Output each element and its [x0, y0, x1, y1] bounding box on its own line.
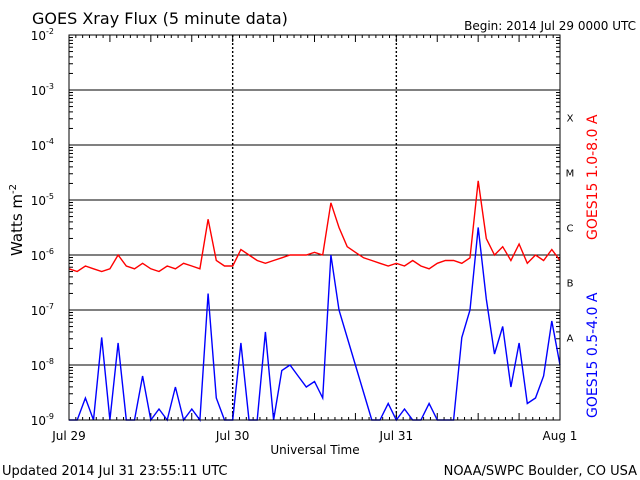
y-tick-label: 10-3 — [31, 82, 54, 98]
y-tick-base: 10 — [31, 139, 46, 153]
x-tick-label: Aug 1 — [543, 429, 578, 443]
y-tick-exponent: -9 — [46, 412, 54, 421]
flare-class-m: M — [566, 169, 575, 180]
y-tick-exponent: -8 — [46, 357, 54, 366]
y-tick-label: 10-9 — [31, 412, 54, 428]
y-axis-label: Watts m-2 — [8, 184, 26, 256]
y-tick-base: 10 — [31, 414, 46, 428]
x-tick-label: Jul 29 — [51, 429, 86, 443]
y-tick-label: 10-8 — [31, 357, 54, 373]
legend-blue-series: GOES15 0.5-4.0 A — [585, 292, 601, 418]
chart-title: GOES Xray Flux (5 minute data) — [32, 9, 288, 28]
plot-frame — [68, 34, 561, 421]
y-axis-label-text: Watts m — [8, 194, 26, 256]
x-tick-label: Jul 30 — [215, 429, 250, 443]
footer-updated: Updated 2014 Jul 31 23:55:11 UTC — [2, 464, 227, 479]
y-tick-exponent: -3 — [46, 82, 54, 91]
y-axis: 10-210-310-410-510-610-710-810-9 — [31, 27, 54, 428]
flare-class-a: A — [567, 334, 574, 345]
svg-text:Watts m-2: Watts m-2 — [8, 184, 26, 256]
y-tick-label: 10-2 — [31, 27, 54, 43]
y-tick-exponent: -2 — [46, 27, 54, 36]
begin-label: Begin: 2014 Jul 29 0000 UTC — [464, 19, 636, 33]
y-tick-label: 10-6 — [31, 247, 54, 263]
y-tick-exponent: -6 — [46, 247, 54, 256]
y-tick-base: 10 — [31, 304, 46, 318]
y-tick-exponent: -4 — [46, 137, 54, 146]
flare-class-b: B — [567, 279, 574, 290]
y-tick-base: 10 — [31, 359, 46, 373]
y-tick-base: 10 — [31, 84, 46, 98]
x-axis: Jul 29 Jul 30 Jul 31 Aug 1 — [51, 429, 577, 443]
footer-credit: NOAA/SWPC Boulder, CO USA — [444, 464, 637, 479]
y-tick-base: 10 — [31, 29, 46, 43]
y-tick-exponent: -7 — [46, 302, 54, 311]
y-tick-base: 10 — [31, 194, 46, 208]
legend-red-series: GOES15 1.0-8.0 A — [585, 114, 601, 240]
flare-class-labels: X M C B A — [566, 114, 575, 345]
y-tick-label: 10-5 — [31, 192, 54, 208]
flare-class-c: C — [567, 224, 574, 235]
x-axis-label: Universal Time — [270, 443, 359, 457]
y-tick-label: 10-4 — [31, 137, 54, 153]
y-tick-label: 10-7 — [31, 302, 54, 318]
flare-class-x: X — [567, 114, 574, 125]
series-line-long-wavelength — [68, 180, 561, 273]
x-tick-label: Jul 31 — [379, 429, 414, 443]
y-axis-label-exponent: -2 — [8, 184, 19, 194]
y-tick-exponent: -5 — [46, 192, 54, 201]
y-tick-base: 10 — [31, 249, 46, 263]
